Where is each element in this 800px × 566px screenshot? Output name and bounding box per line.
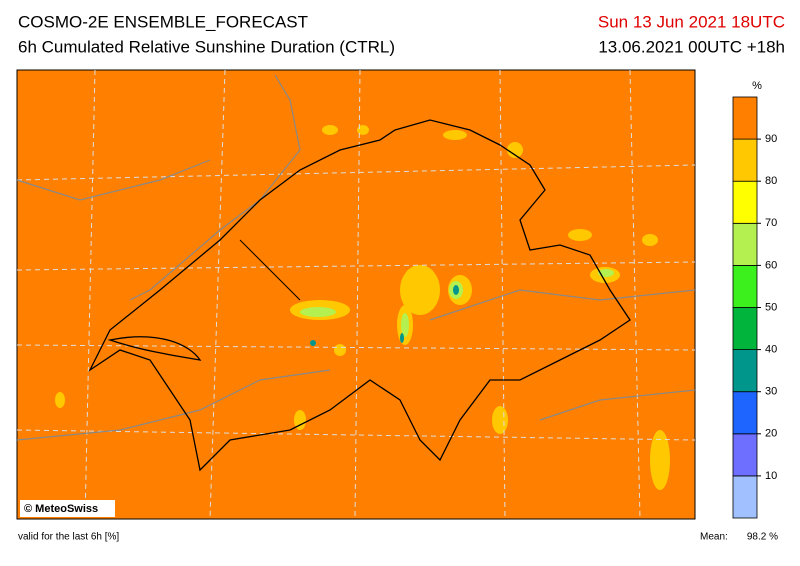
colorbar-segment <box>732 96 758 140</box>
colorbar-tick-label: 90 <box>765 133 777 145</box>
credit: © MeteoSwiss <box>24 503 98 515</box>
subtitle: 6h Cumulated Relative Sunshine Duration … <box>18 37 395 56</box>
colorbar-unit: % <box>752 80 762 92</box>
colorbar-tick-label: 50 <box>765 301 777 313</box>
title: COSMO-2E ENSEMBLE_FORECAST <box>18 12 308 31</box>
colorbar-segment <box>732 138 758 182</box>
colorbar-tick-label: 10 <box>765 470 777 482</box>
colorbar-tick-label: 60 <box>765 259 777 271</box>
colorbar-segment <box>732 349 758 393</box>
country-border <box>88 119 631 472</box>
colorbar-segment <box>732 222 758 266</box>
run-time: 13.06.2021 00UTC +18h <box>598 37 785 56</box>
mean-value: 98.2 % <box>747 532 778 543</box>
mean-label: Mean: <box>700 532 728 543</box>
colorbar-tick-label: 30 <box>765 386 777 398</box>
colorbar-tick-label: 20 <box>765 428 777 440</box>
colorbar: % 10 20 30 40 50 60 70 80 90 <box>732 80 777 519</box>
colorbar-segment <box>732 307 758 350</box>
colorbar-segment <box>732 264 758 308</box>
colorbar-tick-label: 40 <box>765 344 777 356</box>
colorbar-segment <box>732 475 758 519</box>
colorbar-segment <box>732 433 758 477</box>
colorbar-segment <box>732 391 758 435</box>
colorbar-tick-label: 80 <box>765 175 777 187</box>
valid-time: Sun 13 Jun 2021 18UTC <box>598 12 785 31</box>
footer-note: valid for the last 6h [%] <box>18 532 119 543</box>
patches <box>310 285 459 346</box>
map-frame <box>16 69 696 520</box>
patches <box>300 269 614 337</box>
colorbar-tick-label: 70 <box>765 217 777 229</box>
map: © MeteoSwiss <box>16 69 696 520</box>
colorbar-segment <box>732 180 758 224</box>
credit-box <box>20 500 115 517</box>
